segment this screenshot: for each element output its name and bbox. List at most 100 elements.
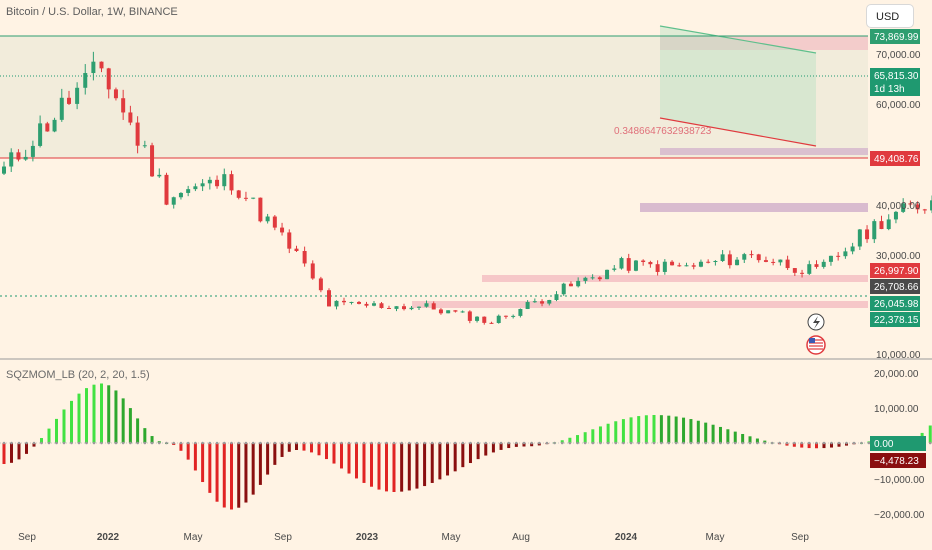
momentum-bar: [47, 428, 51, 443]
candle-body: [576, 280, 581, 287]
candle-body: [879, 221, 884, 230]
candle-body: [409, 307, 414, 310]
momentum-bar: [928, 425, 932, 443]
price-marker-label: 65,815.30: [874, 71, 919, 82]
candle-body: [171, 197, 176, 205]
squeeze-dot: [194, 441, 197, 445]
candle-body: [121, 98, 126, 113]
squeeze-dot: [150, 441, 154, 445]
momentum-bar: [385, 443, 388, 492]
candle-body: [215, 179, 220, 187]
candle-body: [698, 261, 703, 267]
squeeze-dot: [545, 441, 549, 445]
momentum-bar: [193, 443, 197, 471]
squeeze-dot: [484, 441, 488, 445]
momentum-bar: [415, 443, 419, 489]
time-axis-label: Aug: [512, 532, 530, 543]
squeeze-dot: [129, 441, 132, 445]
candle-body: [106, 68, 111, 90]
squeeze-dot: [711, 441, 715, 445]
squeeze-dot: [499, 441, 503, 445]
candle-body: [850, 246, 855, 252]
squeeze-dot: [822, 441, 826, 445]
momentum-bar: [258, 443, 262, 485]
momentum-bar: [10, 443, 13, 463]
candle-body: [52, 119, 57, 132]
momentum-bar: [446, 443, 450, 476]
momentum-bar: [815, 443, 818, 449]
candle-body: [91, 61, 96, 74]
momentum-bar: [222, 443, 226, 508]
momentum-bar: [128, 408, 132, 443]
time-axis-label: May: [706, 532, 725, 543]
squeeze-dot: [793, 441, 796, 445]
squeeze-dot: [800, 441, 804, 445]
candle-body: [792, 268, 797, 273]
momentum-bar: [32, 443, 36, 447]
candle-body: [482, 316, 487, 323]
candle-body: [372, 303, 376, 306]
squeeze-dot: [172, 441, 176, 445]
squeeze-dot: [107, 441, 111, 445]
candle-body: [554, 294, 559, 300]
momentum-bar: [100, 383, 103, 443]
candle-body: [243, 197, 248, 199]
candle-body: [633, 260, 638, 271]
candle-body: [583, 277, 588, 281]
squeeze-dot: [47, 441, 51, 445]
momentum-bar: [325, 443, 328, 460]
squeeze-dot: [741, 441, 744, 445]
candle-body: [886, 219, 891, 230]
candle-body: [821, 261, 826, 267]
momentum-bar: [491, 443, 495, 453]
time-axis-label: 2024: [615, 532, 638, 543]
candle-body: [467, 311, 472, 321]
candle-body: [648, 262, 653, 265]
momentum-bar: [237, 443, 241, 508]
channel-lower-line: [659, 117, 817, 147]
momentum-bar: [280, 443, 284, 457]
momentum-marker: [870, 436, 926, 451]
candle-body: [334, 300, 339, 307]
price-tick-label: 30,000.00: [876, 251, 921, 262]
candle-body: [893, 211, 898, 220]
candle-body: [503, 315, 508, 317]
candle-body: [908, 203, 913, 205]
candle-body: [453, 310, 458, 312]
candle-body: [222, 174, 227, 187]
momentum-bar: [370, 443, 373, 487]
momentum-bar: [70, 400, 73, 443]
momentum-bar: [785, 443, 789, 446]
candle-body: [99, 61, 104, 69]
squeeze-dot: [560, 441, 564, 445]
momentum-bar: [230, 443, 233, 510]
squeeze-dot: [461, 441, 465, 445]
price-marker-label: 26,045.98: [874, 299, 919, 310]
candle-body: [727, 254, 732, 266]
squeeze-dot: [537, 441, 541, 445]
momentum-bar: [689, 419, 693, 443]
candle-body: [45, 123, 50, 132]
currency-button[interactable]: USD: [866, 4, 914, 28]
squeeze-dot: [85, 441, 88, 445]
momentum-bar: [186, 443, 190, 460]
momentum-bar: [659, 415, 663, 443]
squeeze-dot: [347, 441, 351, 445]
momentum-bar: [340, 443, 343, 469]
squeeze-dot: [682, 441, 685, 445]
momentum-bar: [792, 443, 796, 447]
momentum-bar: [423, 443, 427, 487]
candle-body: [828, 255, 833, 262]
price-marker-7386999: [870, 29, 920, 44]
squeeze-dot: [660, 441, 663, 445]
candle-body: [496, 315, 501, 323]
candle-body: [475, 316, 480, 321]
squeeze-dot: [62, 441, 66, 445]
momentum-bar: [621, 419, 625, 443]
squeeze-dot: [867, 441, 871, 445]
momentum-bar: [347, 443, 351, 474]
range-zone: [0, 36, 868, 158]
momentum-bar: [522, 443, 526, 447]
momentum-bar: [55, 418, 58, 443]
